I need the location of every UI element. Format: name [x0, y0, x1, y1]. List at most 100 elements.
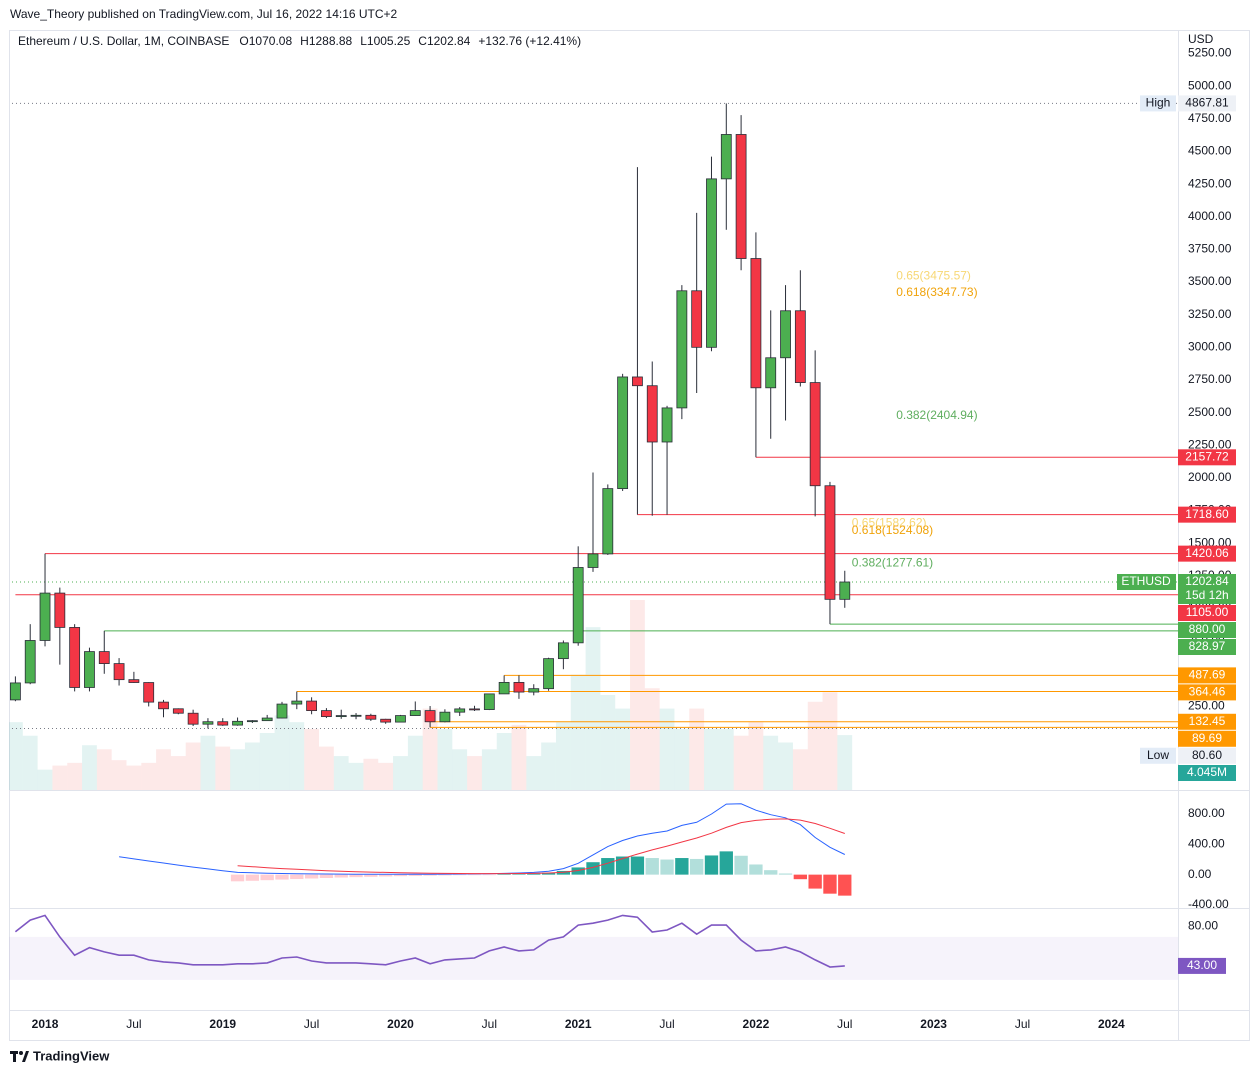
macd-histogram-bar: [527, 873, 541, 875]
volume-bar: [748, 722, 764, 790]
level-box: [1178, 449, 1236, 466]
volume-bar: [496, 733, 512, 790]
macd-histogram-bar: [467, 874, 482, 876]
candle-body: [469, 708, 480, 711]
level-label: 1718.60: [1185, 507, 1229, 521]
volume-bar: [600, 695, 616, 790]
x-tick-label: Jul: [837, 1017, 852, 1031]
volume-bar: [96, 749, 112, 790]
macd-histogram-bar: [749, 864, 763, 875]
y-tick-label: 5000.00: [1188, 78, 1232, 92]
macd-tick-label: 0.00: [1188, 867, 1212, 881]
macd-histogram-bar: [423, 874, 437, 876]
level-label: 880.00: [1189, 622, 1226, 636]
macd-histogram-bar: [586, 862, 600, 875]
candle-body: [839, 581, 851, 600]
candle-body: [321, 710, 332, 718]
x-tick-label: 2018: [32, 1017, 59, 1031]
level-label: 132.45: [1189, 714, 1226, 728]
macd-histogram-bar: [838, 874, 852, 896]
macd-histogram-bar: [393, 874, 408, 877]
macd-histogram-bar: [408, 874, 422, 876]
volume-bar: [126, 765, 142, 790]
symbol-label: ETHUSD: [1121, 574, 1171, 588]
volume-bar: [763, 735, 779, 790]
candle-body: [735, 134, 747, 259]
macd-histogram-bar: [541, 872, 556, 875]
candle-body: [143, 682, 155, 703]
rsi-box: [1178, 957, 1226, 974]
volume-bar: [452, 749, 468, 790]
rsi-band: [9, 936, 1178, 980]
logo-part: [13, 1051, 16, 1062]
volume-bar: [244, 742, 260, 790]
volume-bar: [822, 692, 838, 790]
volume-bar: [259, 733, 275, 790]
macd-histogram-bar: [378, 874, 393, 877]
extreme-key-box: [1140, 95, 1176, 112]
candle-body: [824, 485, 836, 600]
level-box: [1178, 713, 1236, 730]
y-tick-label: 5250.00: [1188, 46, 1232, 60]
volume-bar: [52, 765, 68, 790]
volume-bar: [156, 749, 171, 790]
volume-bar: [837, 735, 853, 790]
macd-histogram-bar: [364, 874, 378, 877]
candle-body: [557, 642, 569, 660]
candle-body: [291, 700, 303, 705]
y-tick-label: 4000.00: [1188, 209, 1232, 223]
x-tick-label: Jul: [126, 1017, 141, 1031]
macd-histogram-bar: [615, 856, 630, 875]
volume-label: 4.045M: [1187, 765, 1227, 779]
volume-bar: [689, 708, 705, 790]
x-tick-label: 2021: [565, 1017, 592, 1031]
level-box: [1178, 730, 1236, 747]
macd-histogram-bar: [690, 858, 704, 875]
level-box: [1178, 667, 1236, 684]
macd-histogram-bar: [793, 874, 808, 880]
macd-histogram-bar: [334, 874, 348, 878]
candle-body: [350, 714, 362, 717]
extreme-key: High: [1146, 96, 1171, 110]
rsi-pane: [9, 914, 1178, 980]
y-tick-label: 2000.00: [1188, 470, 1232, 484]
volume-bar: [467, 756, 482, 790]
legend-value: 1288.88: [309, 34, 353, 48]
macd-histogram-bar: [349, 874, 363, 878]
macd-histogram-bar: [571, 867, 585, 875]
volume-bar: [363, 758, 379, 790]
candle-body: [306, 700, 318, 712]
volume-bar: [393, 756, 408, 790]
macd-histogram-bar: [778, 873, 793, 875]
volume-bar: [319, 746, 334, 790]
extreme-box: [1178, 95, 1236, 112]
volume-bar: [185, 742, 201, 790]
candle-body: [646, 385, 658, 443]
x-tick-label: 2022: [743, 1017, 770, 1031]
macd-histogram-bar: [823, 874, 837, 894]
macd-tick-label: 400.00: [1188, 836, 1225, 850]
macd-tick-label: 800.00: [1188, 806, 1225, 820]
level-box: [1178, 684, 1236, 701]
candle-body: [454, 708, 466, 713]
y-tick-label: 3750.00: [1188, 242, 1232, 256]
candle-body: [780, 310, 791, 359]
publisher: Wave_Theory published on TradingView.com…: [10, 7, 398, 21]
legend-value: 1202.84: [427, 34, 471, 48]
candle-body: [187, 712, 199, 725]
level-label: 1420.06: [1185, 546, 1229, 560]
macd-histogram-bar: [453, 874, 467, 876]
legend-change: +132.76 (+12.41%): [478, 34, 581, 48]
candle-body: [202, 721, 214, 725]
candle-body: [232, 720, 243, 726]
candle-body: [483, 693, 495, 710]
volume-bar: [792, 749, 808, 790]
level-label: 89.69: [1192, 731, 1222, 745]
candle-body: [691, 290, 703, 348]
level-label: 828.97: [1189, 639, 1226, 653]
volume-bar: [348, 762, 364, 790]
macd-histogram-bar: [482, 874, 496, 876]
x-tick-label: Jul: [1015, 1017, 1030, 1031]
volume-bar: [407, 735, 423, 790]
candle-body: [809, 382, 821, 487]
